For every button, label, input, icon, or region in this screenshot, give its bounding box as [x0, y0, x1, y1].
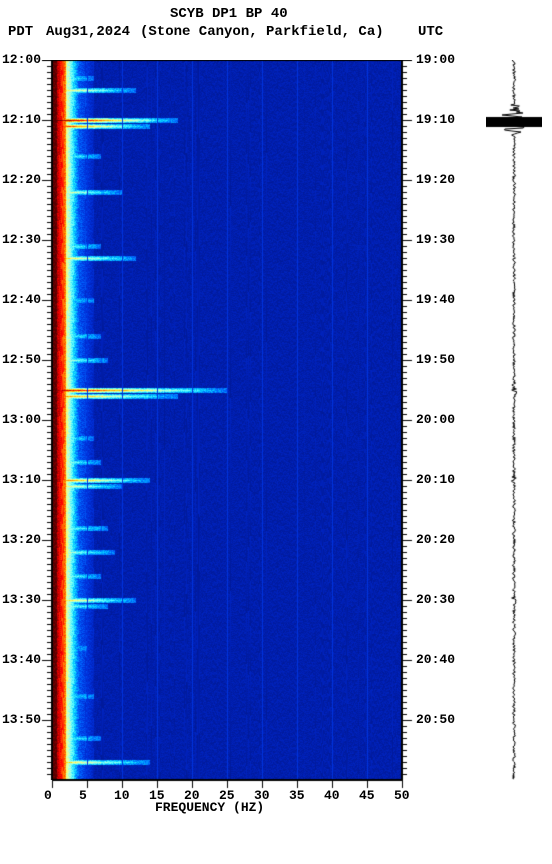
y-right-tick: 19:20 — [416, 172, 455, 187]
y-left-tick: 13:50 — [2, 712, 41, 727]
x-tick: 45 — [359, 788, 375, 803]
y-left-tick: 13:10 — [2, 472, 41, 487]
y-left-tick: 12:10 — [2, 112, 41, 127]
spectrogram-canvas — [52, 60, 402, 780]
seismogram-trace — [486, 60, 542, 780]
y-left-tick: 13:30 — [2, 592, 41, 607]
x-tick: 10 — [114, 788, 130, 803]
y-right-tick: 19:30 — [416, 232, 455, 247]
x-tick: 30 — [254, 788, 270, 803]
y-left-tick: 12:50 — [2, 352, 41, 367]
y-left-tick: 12:40 — [2, 292, 41, 307]
x-axis-label: FREQUENCY (HZ) — [155, 800, 264, 815]
y-axis-right — [402, 60, 414, 780]
y-left-tick: 12:30 — [2, 232, 41, 247]
location: (Stone Canyon, Parkfield, Ca) — [140, 24, 384, 40]
y-right-tick: 19:10 — [416, 112, 455, 127]
y-left-tick: 12:20 — [2, 172, 41, 187]
y-right-tick: 19:50 — [416, 352, 455, 367]
y-right-tick: 19:00 — [416, 52, 455, 67]
x-tick: 5 — [79, 788, 87, 803]
y-right-tick: 20:20 — [416, 532, 455, 547]
y-left-tick: 13:40 — [2, 652, 41, 667]
y-right-tick: 20:50 — [416, 712, 455, 727]
tz-right: UTC — [418, 24, 443, 40]
x-tick: 35 — [289, 788, 305, 803]
x-tick: 20 — [184, 788, 200, 803]
y-axis-left — [40, 60, 52, 780]
x-tick: 40 — [324, 788, 340, 803]
y-left-tick: 13:00 — [2, 412, 41, 427]
x-tick: 25 — [219, 788, 235, 803]
x-tick: 0 — [44, 788, 52, 803]
y-right-tick: 20:40 — [416, 652, 455, 667]
y-right-tick: 20:10 — [416, 472, 455, 487]
x-tick: 50 — [394, 788, 410, 803]
tz-left: PDT — [8, 24, 33, 40]
y-right-tick: 19:40 — [416, 292, 455, 307]
y-left-tick: 13:20 — [2, 532, 41, 547]
y-left-tick: 12:00 — [2, 52, 41, 67]
y-right-tick: 20:30 — [416, 592, 455, 607]
x-tick: 15 — [149, 788, 165, 803]
y-right-tick: 20:00 — [416, 412, 455, 427]
date: Aug31,2024 — [46, 24, 130, 40]
title: SCYB DP1 BP 40 — [170, 6, 288, 22]
spectrogram-figure: SCYB DP1 BP 40 PDT Aug31,2024 (Stone Can… — [0, 0, 552, 864]
